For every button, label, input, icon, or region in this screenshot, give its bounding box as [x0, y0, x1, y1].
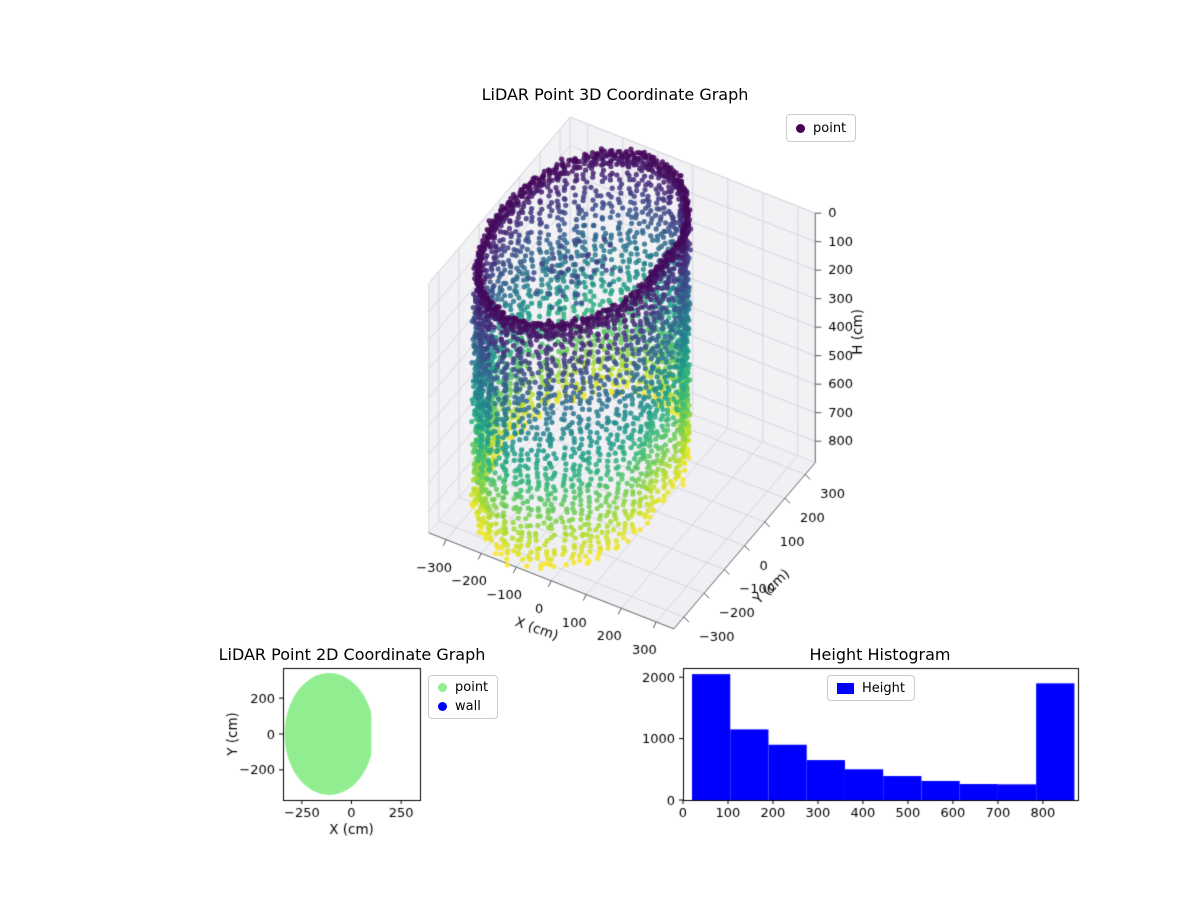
point-marker-icon [438, 683, 447, 692]
plot3d-title: LiDAR Point 3D Coordinate Graph [481, 85, 749, 104]
plot2d-legend: point wall [428, 675, 499, 719]
legend-label: point [455, 680, 489, 695]
histogram-legend: Height [827, 675, 915, 701]
plot3d-legend: point [786, 114, 857, 142]
point-marker-icon [796, 123, 805, 133]
legend-label: Height [862, 680, 905, 696]
wall-marker-icon [438, 702, 447, 711]
legend-item-wall: wall [438, 699, 488, 714]
legend-label: point [813, 120, 847, 136]
plot2d-title: LiDAR Point 2D Coordinate Graph [218, 645, 486, 664]
height-marker-icon [837, 682, 854, 694]
legend-item-height: Height [837, 681, 905, 696]
legend-item-point: point [438, 680, 488, 695]
legend-item-point: point [796, 121, 846, 136]
histogram-title: Height Histogram [809, 645, 951, 664]
legend-label: wall [455, 699, 481, 714]
